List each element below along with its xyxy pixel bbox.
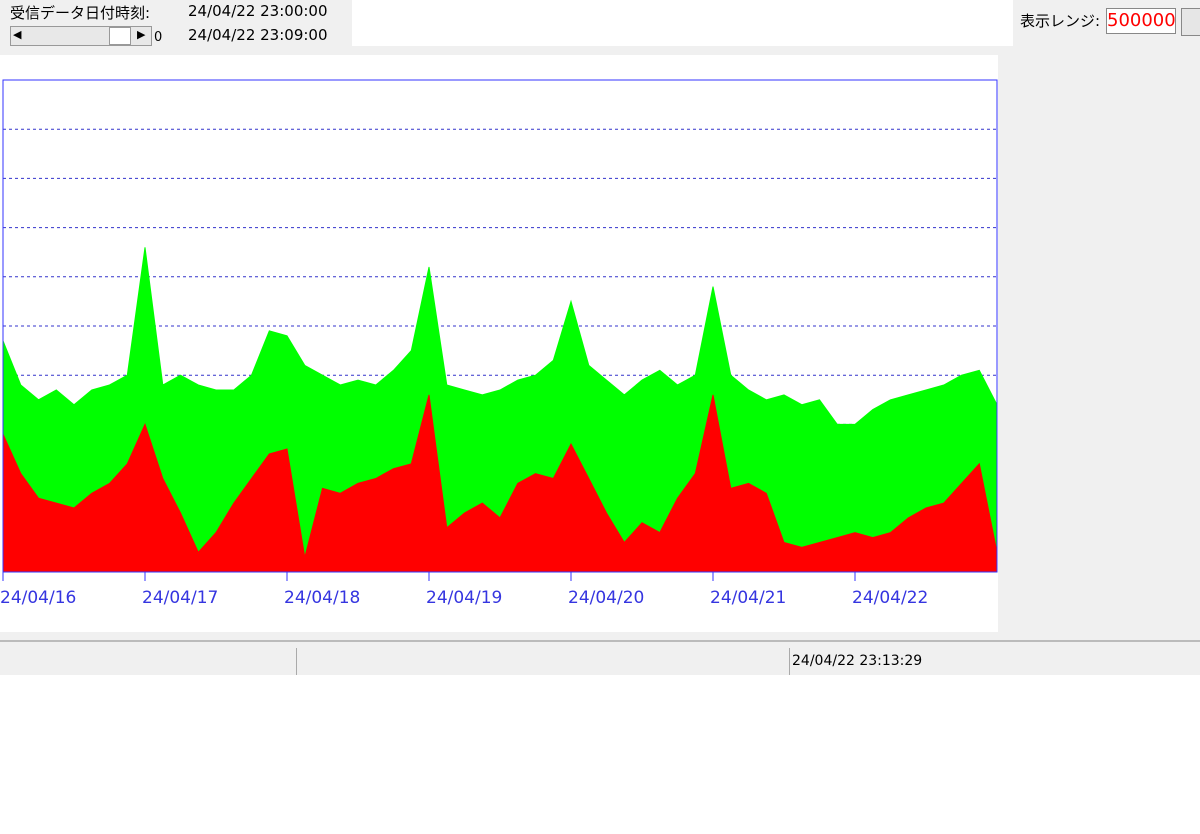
info-panel bbox=[352, 0, 1013, 46]
x-tick-label: 24/04/16 bbox=[0, 588, 76, 608]
range-input[interactable]: 500000 bbox=[1106, 8, 1176, 34]
x-tick-label: 24/04/18 bbox=[284, 588, 360, 608]
area-outline bbox=[2, 394, 998, 558]
range-label: 表示レンジ: bbox=[1020, 12, 1101, 30]
received-from: 24/04/22 23:00:00 bbox=[188, 2, 328, 20]
x-tick-label: 24/04/22 bbox=[852, 588, 928, 608]
area-fill bbox=[3, 394, 997, 572]
scroll-value: 0 bbox=[154, 30, 163, 45]
status-cell bbox=[0, 648, 295, 675]
scroll-right[interactable]: ▶ bbox=[137, 28, 146, 41]
x-tick-label: 24/04/21 bbox=[710, 588, 786, 608]
x-tick-label: 24/04/20 bbox=[568, 588, 644, 608]
time-scrollbar[interactable]: ◀ ▶ bbox=[10, 26, 152, 46]
area-outline bbox=[2, 247, 998, 425]
x-tick-label: 24/04/17 bbox=[142, 588, 218, 608]
received-to: 24/04/22 23:09:00 bbox=[188, 26, 328, 44]
range-button[interactable] bbox=[1181, 8, 1200, 36]
received-label: 受信データ日付時刻: bbox=[10, 4, 151, 22]
scroll-left[interactable]: ◀ bbox=[13, 28, 22, 41]
status-time: 24/04/22 23:13:29 bbox=[789, 648, 1200, 675]
status-bar: 24/04/22 23:13:29 bbox=[0, 640, 1200, 675]
scroll-thumb[interactable] bbox=[109, 27, 131, 45]
chart: 24/04/16 24/04/17 24/04/18 24/04/19 24/04/20… bbox=[0, 55, 998, 632]
toolbar-area: 受信データ日付時刻: 24/04/22 23:00:00 24/04/22 23… bbox=[0, 0, 1200, 640]
status-cell bbox=[296, 648, 789, 675]
x-tick-label: 24/04/19 bbox=[426, 588, 502, 608]
plot-frame bbox=[2, 79, 998, 573]
